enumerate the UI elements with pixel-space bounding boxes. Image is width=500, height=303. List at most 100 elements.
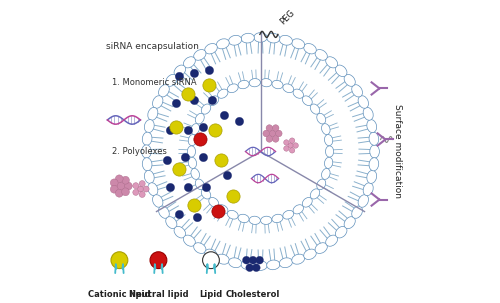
Circle shape bbox=[208, 96, 216, 105]
Ellipse shape bbox=[272, 214, 283, 223]
Circle shape bbox=[212, 205, 225, 218]
Ellipse shape bbox=[283, 210, 294, 219]
Circle shape bbox=[110, 185, 118, 193]
Ellipse shape bbox=[218, 205, 228, 214]
Text: 1. Monomeric siRNA: 1. Monomeric siRNA bbox=[112, 78, 196, 87]
Circle shape bbox=[246, 264, 254, 271]
Circle shape bbox=[242, 256, 250, 264]
Ellipse shape bbox=[204, 249, 218, 259]
Circle shape bbox=[249, 256, 257, 264]
Circle shape bbox=[173, 163, 186, 176]
Circle shape bbox=[256, 256, 264, 264]
Ellipse shape bbox=[254, 261, 267, 270]
Ellipse shape bbox=[326, 235, 338, 246]
Circle shape bbox=[150, 252, 167, 268]
Ellipse shape bbox=[209, 198, 218, 207]
Circle shape bbox=[190, 96, 198, 105]
Text: siRNA encapsulation: siRNA encapsulation bbox=[106, 42, 199, 51]
Ellipse shape bbox=[216, 254, 230, 264]
Ellipse shape bbox=[152, 96, 163, 108]
Circle shape bbox=[284, 146, 289, 151]
Ellipse shape bbox=[238, 80, 249, 89]
Ellipse shape bbox=[158, 206, 170, 218]
Circle shape bbox=[290, 148, 295, 153]
Circle shape bbox=[200, 123, 207, 132]
Ellipse shape bbox=[152, 195, 163, 207]
Ellipse shape bbox=[358, 96, 368, 108]
Circle shape bbox=[170, 121, 183, 134]
Ellipse shape bbox=[158, 85, 170, 97]
Ellipse shape bbox=[310, 189, 320, 199]
Ellipse shape bbox=[228, 35, 241, 45]
Ellipse shape bbox=[336, 65, 347, 77]
Circle shape bbox=[266, 125, 272, 132]
Ellipse shape bbox=[184, 235, 196, 246]
Circle shape bbox=[293, 143, 298, 148]
Ellipse shape bbox=[194, 49, 206, 60]
Text: Surface modification: Surface modification bbox=[392, 105, 402, 198]
Ellipse shape bbox=[142, 145, 151, 158]
Circle shape bbox=[269, 130, 276, 137]
Circle shape bbox=[202, 252, 220, 268]
Ellipse shape bbox=[367, 170, 376, 183]
Ellipse shape bbox=[174, 65, 186, 77]
Text: Cationic lipid: Cationic lipid bbox=[88, 290, 150, 298]
Ellipse shape bbox=[304, 249, 316, 259]
Ellipse shape bbox=[260, 78, 272, 87]
Circle shape bbox=[227, 190, 240, 203]
Ellipse shape bbox=[322, 168, 330, 179]
Ellipse shape bbox=[228, 84, 238, 93]
Ellipse shape bbox=[184, 57, 196, 68]
Ellipse shape bbox=[196, 179, 204, 190]
Text: Neutral lipid: Neutral lipid bbox=[128, 290, 188, 298]
Ellipse shape bbox=[369, 132, 378, 145]
Ellipse shape bbox=[317, 113, 326, 124]
Ellipse shape bbox=[209, 96, 218, 105]
Circle shape bbox=[181, 153, 190, 162]
Circle shape bbox=[272, 125, 279, 132]
Circle shape bbox=[224, 171, 232, 180]
Ellipse shape bbox=[352, 206, 362, 218]
Text: Cholesterol: Cholesterol bbox=[226, 290, 280, 298]
Text: PEG: PEG bbox=[278, 8, 297, 27]
Circle shape bbox=[163, 156, 172, 165]
Circle shape bbox=[175, 72, 184, 81]
Ellipse shape bbox=[302, 198, 312, 207]
Circle shape bbox=[190, 69, 198, 78]
Ellipse shape bbox=[367, 120, 376, 133]
Ellipse shape bbox=[228, 258, 241, 268]
Ellipse shape bbox=[326, 146, 334, 157]
Circle shape bbox=[290, 138, 295, 143]
Circle shape bbox=[124, 182, 132, 190]
Circle shape bbox=[172, 99, 180, 108]
Ellipse shape bbox=[283, 84, 294, 93]
Circle shape bbox=[194, 213, 202, 222]
Circle shape bbox=[220, 111, 228, 120]
Ellipse shape bbox=[304, 44, 316, 54]
Ellipse shape bbox=[302, 96, 312, 105]
Circle shape bbox=[139, 181, 145, 187]
Ellipse shape bbox=[228, 210, 238, 219]
Ellipse shape bbox=[292, 39, 304, 49]
Ellipse shape bbox=[324, 157, 332, 168]
Ellipse shape bbox=[249, 216, 260, 225]
Ellipse shape bbox=[310, 104, 320, 114]
Circle shape bbox=[184, 183, 192, 192]
Circle shape bbox=[110, 179, 118, 187]
Ellipse shape bbox=[241, 33, 254, 43]
Circle shape bbox=[116, 175, 123, 183]
Ellipse shape bbox=[266, 33, 280, 43]
Ellipse shape bbox=[238, 214, 249, 223]
Circle shape bbox=[122, 188, 130, 196]
Ellipse shape bbox=[144, 120, 154, 133]
Ellipse shape bbox=[202, 189, 210, 199]
Ellipse shape bbox=[174, 226, 186, 238]
Ellipse shape bbox=[188, 157, 196, 168]
Ellipse shape bbox=[352, 85, 362, 97]
Ellipse shape bbox=[196, 113, 204, 124]
Ellipse shape bbox=[293, 89, 304, 98]
Circle shape bbox=[182, 88, 195, 101]
Circle shape bbox=[111, 252, 128, 268]
Circle shape bbox=[143, 186, 149, 192]
Circle shape bbox=[122, 176, 130, 184]
